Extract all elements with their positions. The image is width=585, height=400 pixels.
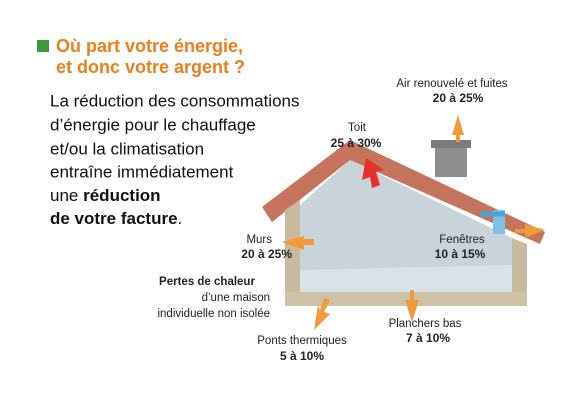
arrow	[282, 236, 314, 250]
loss-label: Air renouvelé et fuites	[396, 78, 507, 90]
chimney	[435, 145, 467, 177]
arrow	[405, 290, 419, 322]
intro-line: entraîne immédiatement	[50, 162, 234, 181]
loss-label: Fenêtres	[439, 234, 485, 246]
intro-text: .	[178, 209, 183, 228]
interior	[300, 160, 512, 292]
loss-label: Toit	[348, 122, 367, 134]
arrow	[515, 224, 545, 238]
loss-label: Ponts thermiques	[257, 335, 347, 347]
loss-range: 10 à 15%	[435, 247, 486, 261]
chimney-cap	[431, 140, 471, 148]
bullet-square	[37, 40, 49, 52]
floor-slab	[285, 292, 527, 306]
intro-line: de votre facture.	[50, 209, 182, 228]
caption-line: d’une maison	[202, 292, 270, 304]
roof	[262, 140, 545, 244]
loss-range: 5 à 10%	[280, 349, 324, 363]
loss-range: 7 à 10%	[406, 331, 450, 345]
house	[262, 140, 545, 306]
loss-range: 20 à 25%	[241, 247, 292, 261]
title-line: Où part votre énergie,	[56, 36, 243, 56]
title-line: et donc votre argent ?	[56, 57, 245, 77]
loss-label: Murs	[246, 234, 272, 246]
arrow	[362, 158, 384, 188]
intro-line: d’énergie pour le chauffage	[50, 115, 256, 134]
intro-emphasis: réduction	[83, 186, 160, 205]
right-wall	[512, 238, 527, 300]
loss-label: Planchers bas	[389, 318, 462, 330]
floor-light	[300, 265, 512, 292]
left-wall	[285, 200, 300, 300]
caption-title: Pertes de chaleur	[159, 276, 255, 288]
intro-text: une	[50, 186, 78, 205]
intro-line: La réduction des consommations	[50, 91, 299, 110]
arrow	[314, 298, 330, 330]
intro-line: une réduction	[50, 186, 161, 205]
caption-line: individuelle non isolée	[157, 308, 270, 320]
loss-range: 25 à 30%	[331, 136, 382, 150]
intro-line: et/ou la climatisation	[50, 139, 204, 158]
intro-emphasis: de votre facture	[50, 209, 178, 228]
loss-range: 20 à 25%	[433, 91, 484, 105]
arrows	[282, 115, 545, 330]
arrow	[452, 115, 464, 142]
